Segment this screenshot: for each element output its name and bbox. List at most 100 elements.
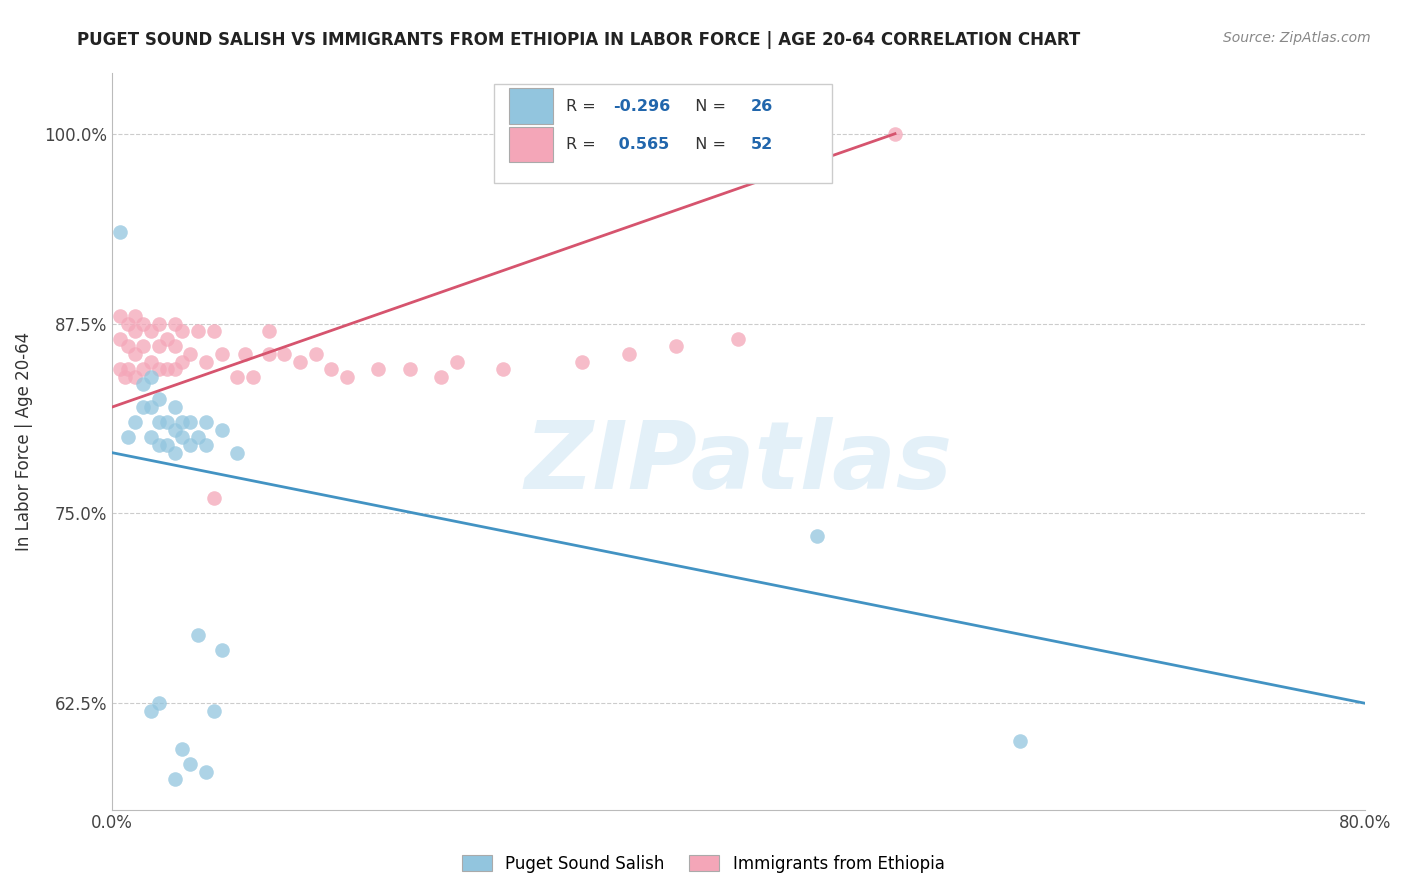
Point [117, 362, 139, 376]
Point [172, 430, 194, 444]
Text: R =: R = [565, 137, 600, 152]
Point [108, 332, 131, 346]
Text: 26: 26 [751, 99, 773, 113]
Text: 52: 52 [751, 137, 773, 152]
Point [571, 354, 593, 368]
Point [398, 362, 420, 376]
Point [148, 415, 170, 429]
FancyBboxPatch shape [509, 127, 553, 162]
Point [124, 415, 146, 429]
Point [288, 354, 311, 368]
Text: Source: ZipAtlas.com: Source: ZipAtlas.com [1223, 31, 1371, 45]
Point [148, 362, 170, 376]
Point [148, 696, 170, 710]
Point [202, 324, 225, 338]
Point [163, 423, 186, 437]
Point [132, 362, 155, 376]
Point [124, 309, 146, 323]
Point [179, 756, 201, 771]
Point [117, 339, 139, 353]
Point [172, 415, 194, 429]
Point [139, 369, 162, 384]
Point [430, 369, 453, 384]
Point [108, 309, 131, 323]
FancyBboxPatch shape [494, 84, 832, 184]
Point [163, 317, 186, 331]
Point [226, 369, 249, 384]
Point [617, 347, 640, 361]
Point [163, 400, 186, 414]
Text: N =: N = [685, 99, 731, 113]
Point [304, 347, 326, 361]
Point [257, 347, 280, 361]
Point [194, 438, 217, 452]
Point [148, 317, 170, 331]
Point [163, 445, 186, 459]
Point [108, 226, 131, 240]
Point [156, 415, 179, 429]
Point [492, 362, 515, 376]
Point [156, 362, 179, 376]
Point [226, 445, 249, 459]
Point [108, 362, 131, 376]
Point [202, 704, 225, 718]
Point [194, 354, 217, 368]
Point [179, 415, 201, 429]
Point [202, 491, 225, 506]
Point [187, 324, 209, 338]
Point [179, 438, 201, 452]
Point [194, 764, 217, 779]
Point [172, 324, 194, 338]
Point [124, 324, 146, 338]
Point [148, 438, 170, 452]
Point [124, 347, 146, 361]
Point [194, 415, 217, 429]
Point [665, 339, 688, 353]
Point [367, 362, 389, 376]
Point [336, 369, 359, 384]
Y-axis label: In Labor Force | Age 20-64: In Labor Force | Age 20-64 [15, 332, 32, 551]
Legend: Puget Sound Salish, Immigrants from Ethiopia: Puget Sound Salish, Immigrants from Ethi… [456, 848, 950, 880]
Point [117, 317, 139, 331]
Point [139, 400, 162, 414]
Point [139, 354, 162, 368]
Point [187, 628, 209, 642]
Point [321, 362, 343, 376]
Point [211, 347, 233, 361]
Point [257, 324, 280, 338]
Point [114, 369, 136, 384]
Point [132, 339, 155, 353]
Point [172, 354, 194, 368]
Point [273, 347, 295, 361]
Point [163, 362, 186, 376]
Point [211, 423, 233, 437]
FancyBboxPatch shape [509, 88, 553, 124]
Point [211, 643, 233, 657]
Point [163, 339, 186, 353]
Point [233, 347, 256, 361]
Point [139, 704, 162, 718]
Point [148, 339, 170, 353]
Point [156, 438, 179, 452]
Text: PUGET SOUND SALISH VS IMMIGRANTS FROM ETHIOPIA IN LABOR FORCE | AGE 20-64 CORREL: PUGET SOUND SALISH VS IMMIGRANTS FROM ET… [77, 31, 1081, 49]
Point [179, 347, 201, 361]
Point [806, 529, 828, 543]
Point [727, 332, 749, 346]
Point [139, 324, 162, 338]
Point [187, 430, 209, 444]
Point [1010, 734, 1032, 748]
Point [132, 377, 155, 392]
Text: -0.296: -0.296 [613, 99, 671, 113]
Point [124, 369, 146, 384]
Point [172, 741, 194, 756]
Point [156, 332, 179, 346]
Text: 0.565: 0.565 [613, 137, 669, 152]
Point [132, 317, 155, 331]
Point [242, 369, 264, 384]
Text: ZIPatlas: ZIPatlas [524, 417, 952, 509]
Text: R =: R = [565, 99, 600, 113]
Point [148, 392, 170, 407]
Point [163, 772, 186, 787]
Point [132, 400, 155, 414]
Point [117, 430, 139, 444]
